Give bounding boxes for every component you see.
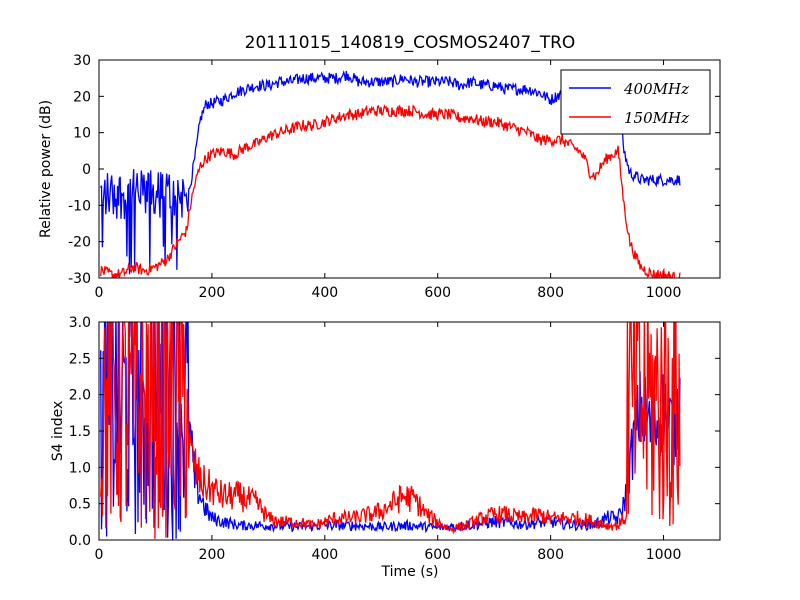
power-ytick-label: -10 (68, 198, 91, 214)
power-xtick-label: 600 (424, 285, 451, 301)
legend-label-150: 150MHz (624, 109, 689, 127)
power-axes-frame (98, 59, 721, 279)
power-xtick-label: 200 (199, 285, 226, 301)
s4-ytick-label: 0.0 (69, 533, 91, 549)
legend-label-400: 400MHz (623, 80, 689, 98)
legend-box (560, 69, 711, 135)
subplot-s4: 0 200 400 600 800 1000 0.0 0.5 1.0 1.5 2.0 2.5 3.0 S… (50, 315, 721, 580)
xlabel: Time (s) (381, 564, 439, 580)
s4-ytick-label: 3.0 (69, 315, 91, 331)
power-ylabel: Relative power (dB) (38, 100, 54, 238)
power-ytick-label: -30 (68, 271, 91, 287)
s4-xtick-label: 200 (199, 547, 226, 563)
power-ytick-label: -20 (68, 235, 91, 251)
s4-series-group (100, 322, 681, 540)
power-ytick-label: 20 (73, 89, 91, 105)
power-line-150mhz (100, 104, 681, 278)
s4-ytick-label: 0.5 (69, 497, 91, 513)
s4-xtick-label: 600 (424, 547, 451, 563)
power-xtick-label: 400 (311, 285, 338, 301)
power-xtick-label: 0 (95, 285, 104, 301)
s4-xtick-label: 400 (311, 547, 338, 563)
subplot-power: 0 200 400 600 800 1000 -30 -20 -10 0 10 20 30 Relati… (38, 53, 721, 301)
chart-title: 20111015_140819_COSMOS2407_TRO (245, 33, 576, 53)
s4-ytick-label: 1.5 (69, 424, 91, 440)
s4-xtick-label: 0 (95, 547, 104, 563)
power-ytick-label: 30 (73, 53, 91, 69)
s4-ytick-label: 1.0 (69, 460, 91, 476)
s4-line-150mhz (100, 322, 681, 539)
s4-ylabel: S4 index (50, 401, 66, 462)
power-ytick-label: 10 (73, 126, 91, 142)
power-xtick-label: 800 (537, 285, 564, 301)
s4-ytick-label: 2.5 (69, 351, 91, 367)
power-ytick-label: 0 (82, 162, 91, 178)
s4-xtick-label: 800 (537, 547, 564, 563)
power-xtick-label: 1000 (646, 285, 682, 301)
s4-ytick-label: 2.0 (69, 388, 91, 404)
s4-ticks: 0 200 400 600 800 1000 0.0 0.5 1.0 1.5 2.0 2.5 3.0 (69, 315, 720, 563)
s4-xtick-label: 1000 (646, 547, 682, 563)
legend: 400MHz 150MHz (560, 69, 711, 135)
s4-axes-frame (98, 321, 721, 541)
